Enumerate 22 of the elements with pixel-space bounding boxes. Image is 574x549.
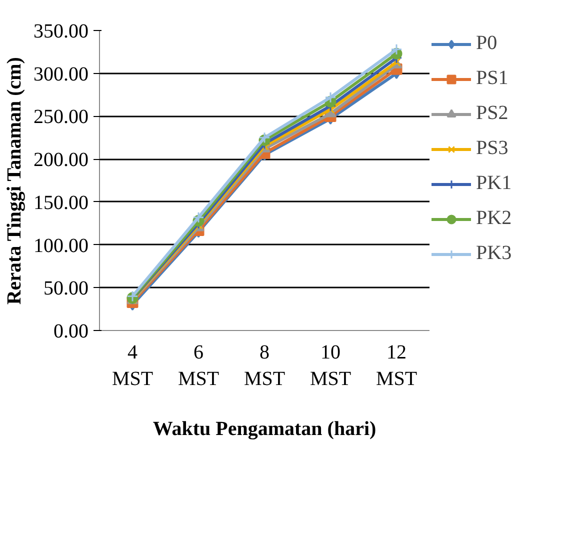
legend-label: PK2 (476, 207, 512, 230)
y-tick-label: 50.00 (44, 278, 88, 300)
y-tick-label: 200.00 (34, 149, 88, 172)
legend-label: PS2 (476, 102, 508, 125)
x-tick-label: 4 MST (112, 342, 154, 390)
y-axis-title: Rerata Tinggi Tanaman (cm) (4, 57, 26, 305)
x-tick-label: 6 MST (178, 342, 220, 390)
legend-label: P0 (476, 32, 498, 55)
y-tick-label: 100.00 (34, 234, 88, 257)
x-tick-label: 10 MST (310, 342, 352, 390)
legend-label: PK3 (476, 242, 512, 265)
y-tick-label: 0.00 (54, 320, 88, 342)
x-tick-label: 12 MST (376, 342, 418, 390)
legend-label: PK1 (476, 172, 512, 195)
y-tick-label: 250.00 (34, 106, 88, 128)
y-tick-label: 350.00 (34, 20, 88, 42)
x-tick-label: 8 MST (244, 342, 286, 390)
legend-label: PS1 (476, 67, 508, 90)
x-axis-title: Waktu Pengamatan (hari) (152, 418, 376, 440)
y-tick-label: 150.00 (34, 192, 88, 214)
legend-label: PS3 (476, 137, 508, 160)
y-tick-label: 300.00 (34, 63, 88, 86)
